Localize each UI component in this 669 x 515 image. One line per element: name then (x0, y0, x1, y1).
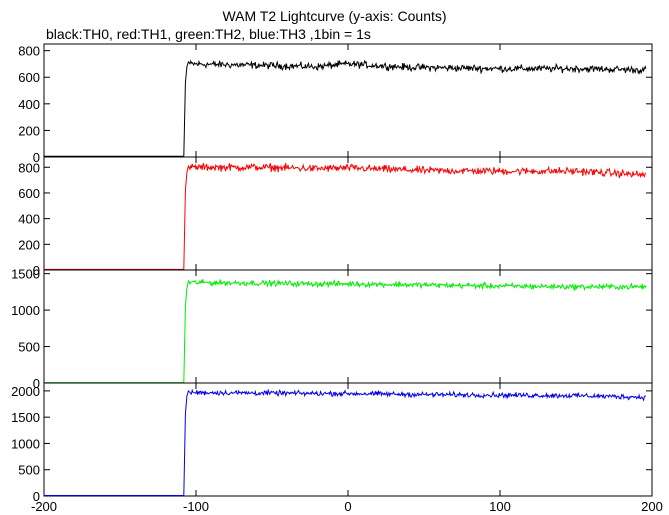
panel-frame-th3 (43, 382, 653, 497)
y-tick-label: 0 (33, 489, 40, 504)
x-tick-label: 0 (344, 499, 351, 514)
y-tick-label: 400 (18, 212, 40, 227)
series-line-th1 (44, 162, 647, 270)
series-line-th2 (44, 278, 647, 384)
y-tick-label: 200 (18, 123, 40, 138)
y-tick-label: 500 (18, 463, 40, 478)
y-tick-label: 600 (18, 186, 40, 201)
x-tick-label: 100 (489, 499, 511, 514)
y-tick-label: 1500 (11, 410, 40, 425)
x-tick-label: -200 (31, 499, 57, 514)
chart-subtitle: black:TH0, red:TH1, green:TH2, blue:TH3 … (46, 26, 371, 42)
y-tick-label: 2000 (11, 384, 40, 399)
panel-frame-th0 (43, 43, 653, 158)
y-tick-label: 0 (33, 376, 40, 391)
y-tick-label: 600 (18, 70, 40, 85)
y-tick-label: 1000 (11, 303, 40, 318)
series-line-th3 (44, 388, 646, 496)
y-tick-label: 800 (18, 44, 40, 59)
y-tick-label: 200 (18, 237, 40, 252)
panel-frame-th1 (43, 156, 653, 271)
y-tick-label: 0 (33, 150, 40, 165)
chart-title: WAM T2 Lightcurve (y-axis: Counts) (222, 8, 447, 24)
y-tick-label: 400 (18, 97, 40, 112)
y-tick-label: 1000 (11, 436, 40, 451)
y-tick-label: 0 (33, 263, 40, 278)
x-tick-label: -100 (183, 499, 209, 514)
y-tick-label: 500 (18, 340, 40, 355)
y-tick-label: 1500 (11, 267, 40, 282)
y-tick-label: 800 (18, 160, 40, 175)
x-tick-label: 200 (641, 499, 663, 514)
series-line-th0 (44, 59, 647, 157)
